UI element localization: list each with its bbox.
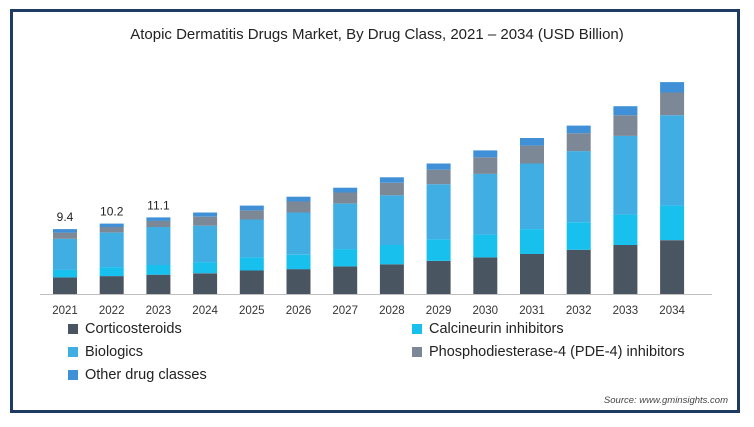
bar-segment-corticosteroids-2025 [239, 270, 264, 294]
data-label-total: 11.1 [147, 198, 170, 212]
bar-segment-other-drug-classes-2025 [239, 205, 264, 211]
bar-segment-phosphodiesterase-4-pde-4-inhibitors-2027 [333, 192, 358, 204]
x-tick-label: 2022 [99, 305, 125, 317]
bar-segment-other-drug-classes-2023 [146, 217, 171, 221]
bar-segment-calcineurin-inhibitors-2027 [333, 249, 358, 267]
x-tick-label: 2025 [239, 305, 265, 317]
bar-segment-other-drug-classes-2026 [286, 196, 311, 202]
bar-segment-biologics-2029 [426, 184, 451, 240]
bar-segment-biologics-2028 [379, 195, 404, 245]
x-tick-label: 2030 [473, 305, 499, 317]
bar-segment-calcineurin-inhibitors-2031 [520, 229, 544, 254]
bar-segment-other-drug-classes-2033 [613, 106, 638, 116]
bar-segment-corticosteroids-2024 [193, 273, 218, 294]
bar-segment-calcineurin-inhibitors-2028 [379, 245, 404, 265]
bar-segment-biologics-2021 [53, 238, 77, 270]
bar-segment-biologics-2034 [660, 115, 685, 206]
source-note: Source: www.gminsights.com [603, 395, 728, 406]
bar-segment-corticosteroids-2023 [146, 274, 171, 294]
bar-segment-other-drug-classes-2024 [193, 212, 218, 217]
bar-segment-biologics-2023 [146, 227, 171, 265]
bar-segment-corticosteroids-2028 [379, 264, 404, 294]
bar-segment-other-drug-classes-2029 [426, 163, 451, 170]
bar-segment-phosphodiesterase-4-pde-4-inhibitors-2024 [193, 216, 218, 226]
bar-segment-corticosteroids-2034 [660, 240, 685, 294]
bar-segment-calcineurin-inhibitors-2024 [193, 262, 218, 274]
bar-segment-corticosteroids-2026 [286, 269, 311, 294]
bar-segment-other-drug-classes-2021 [53, 229, 77, 233]
bar-segment-corticosteroids-2029 [426, 260, 451, 294]
bar-segment-biologics-2031 [520, 163, 544, 230]
bar-segment-corticosteroids-2027 [333, 266, 358, 294]
bar-segment-other-drug-classes-2034 [660, 82, 685, 93]
bar-segment-phosphodiesterase-4-pde-4-inhibitors-2030 [473, 157, 498, 174]
bar-segment-calcineurin-inhibitors-2022 [99, 267, 124, 277]
bar-segment-biologics-2022 [99, 232, 124, 268]
bar-segment-calcineurin-inhibitors-2023 [146, 265, 171, 275]
bar-segment-calcineurin-inhibitors-2025 [239, 257, 264, 271]
bar-segment-phosphodiesterase-4-pde-4-inhibitors-2023 [146, 220, 171, 227]
bar-segment-other-drug-classes-2027 [333, 187, 358, 193]
bar-segment-calcineurin-inhibitors-2026 [286, 254, 311, 270]
bar-segment-corticosteroids-2030 [473, 257, 498, 294]
x-tick-label: 2032 [566, 305, 592, 317]
x-tick-label: 2027 [332, 305, 358, 317]
bar-segment-biologics-2024 [193, 225, 218, 263]
x-tick-label: 2033 [613, 305, 639, 317]
x-tick-label: 2028 [379, 305, 405, 317]
bar-segment-phosphodiesterase-4-pde-4-inhibitors-2026 [286, 201, 311, 213]
bar-segment-phosphodiesterase-4-pde-4-inhibitors-2025 [239, 210, 264, 220]
bar-segment-corticosteroids-2033 [613, 245, 638, 294]
bar-segment-corticosteroids-2032 [566, 249, 591, 294]
bar-segment-other-drug-classes-2028 [379, 177, 404, 183]
x-tick-label: 2026 [286, 305, 312, 317]
bar-segment-phosphodiesterase-4-pde-4-inhibitors-2022 [99, 227, 124, 233]
bar-segment-other-drug-classes-2032 [566, 125, 591, 134]
bar-segment-biologics-2032 [566, 151, 591, 223]
bar-segment-biologics-2027 [333, 203, 358, 250]
bar-segment-phosphodiesterase-4-pde-4-inhibitors-2032 [566, 133, 591, 152]
bar-segment-phosphodiesterase-4-pde-4-inhibitors-2034 [660, 92, 685, 116]
bar-segment-phosphodiesterase-4-pde-4-inhibitors-2031 [520, 145, 544, 164]
bar-segment-biologics-2025 [239, 219, 264, 258]
bar-segment-calcineurin-inhibitors-2034 [660, 205, 685, 241]
bar-segment-calcineurin-inhibitors-2029 [426, 239, 451, 261]
x-tick-label: 2034 [659, 305, 685, 317]
bar-segment-corticosteroids-2031 [520, 254, 544, 294]
bar-segment-other-drug-classes-2022 [99, 223, 124, 228]
x-tick-label: 2031 [519, 305, 545, 317]
bar-segment-biologics-2033 [613, 135, 638, 215]
bar-segment-phosphodiesterase-4-pde-4-inhibitors-2033 [613, 115, 638, 136]
x-tick-label: 2024 [192, 305, 218, 317]
bar-segment-calcineurin-inhibitors-2032 [566, 222, 591, 250]
bar-segment-corticosteroids-2021 [53, 277, 77, 294]
bar-segment-other-drug-classes-2030 [473, 150, 498, 158]
bar-segment-phosphodiesterase-4-pde-4-inhibitors-2029 [426, 169, 451, 185]
bar-segment-calcineurin-inhibitors-2033 [613, 214, 638, 245]
bar-segment-phosphodiesterase-4-pde-4-inhibitors-2021 [53, 232, 77, 239]
x-tick-label: 2021 [52, 305, 78, 317]
data-label-total: 10.2 [100, 205, 124, 219]
data-label-total: 9.4 [57, 210, 74, 224]
bar-segment-calcineurin-inhibitors-2021 [53, 269, 77, 278]
x-tick-label: 2023 [146, 305, 172, 317]
bar-segment-calcineurin-inhibitors-2030 [473, 234, 498, 258]
bar-segment-other-drug-classes-2031 [520, 138, 544, 146]
chart-title: Atopic Dermatitis Drugs Market, By Drug … [130, 26, 624, 43]
bar-segment-biologics-2026 [286, 212, 311, 255]
x-tick-label: 2029 [426, 305, 452, 317]
bar-segment-corticosteroids-2022 [99, 276, 124, 294]
bar-segment-phosphodiesterase-4-pde-4-inhibitors-2028 [379, 182, 404, 196]
bar-segment-biologics-2030 [473, 173, 498, 235]
